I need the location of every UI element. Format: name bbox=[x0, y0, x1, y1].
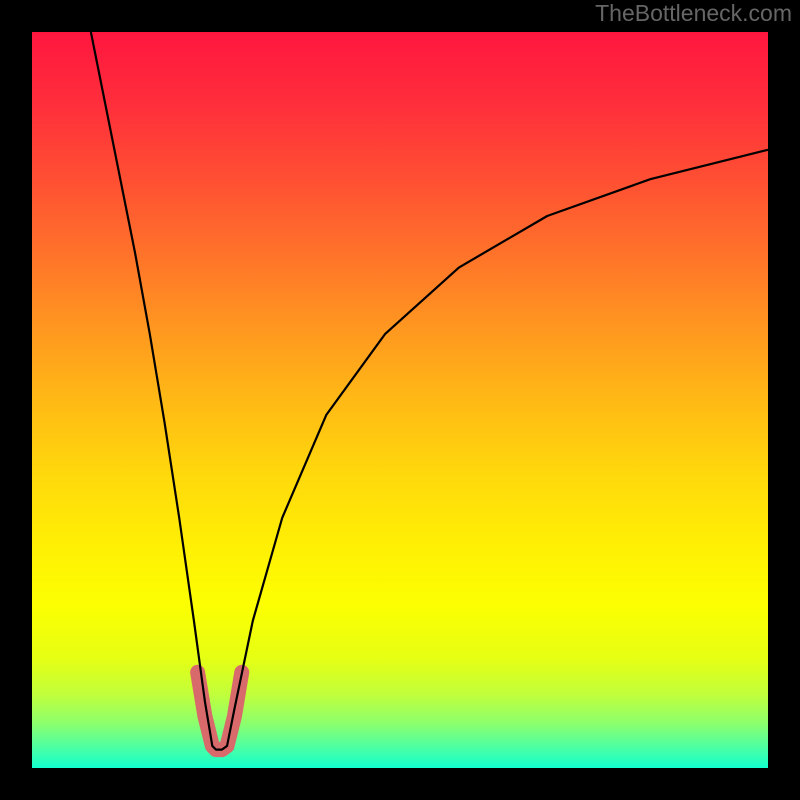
chart-root: TheBottleneck.com bbox=[0, 0, 800, 800]
plot-svg bbox=[32, 32, 768, 768]
plot-area bbox=[32, 32, 768, 768]
watermark-text: TheBottleneck.com bbox=[595, 0, 792, 27]
gradient-background bbox=[32, 32, 768, 768]
